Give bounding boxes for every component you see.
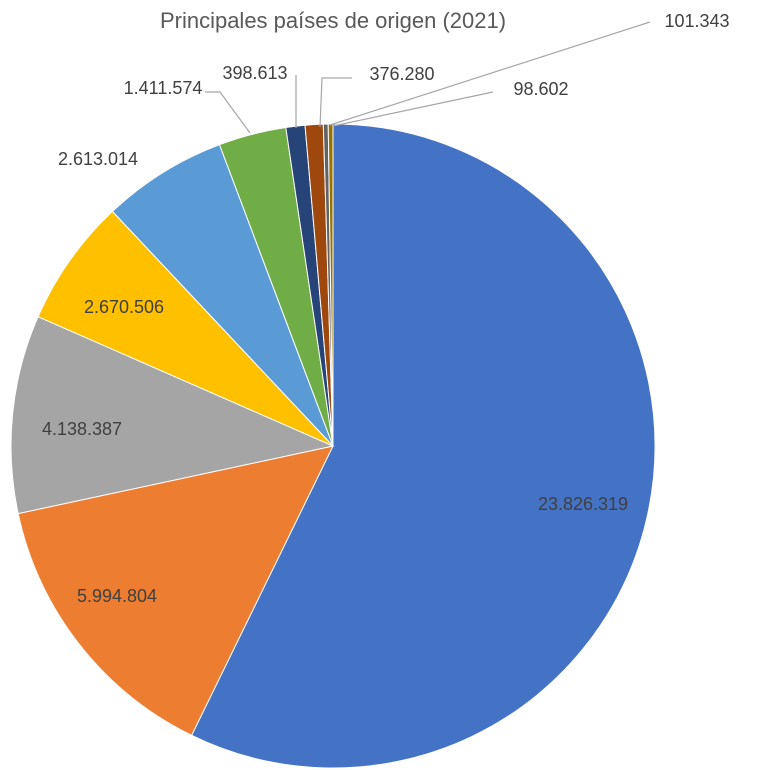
data-label: 2.613.014 bbox=[58, 149, 138, 169]
data-label: 398.613 bbox=[222, 63, 287, 83]
leader-line bbox=[329, 21, 651, 126]
pie-slice bbox=[111, 144, 334, 447]
pie-slice bbox=[17, 445, 334, 736]
data-label: 5.994.804 bbox=[77, 586, 157, 606]
data-label: 2.670.506 bbox=[84, 297, 164, 317]
data-label: 4.138.387 bbox=[42, 419, 122, 439]
pie-slice bbox=[190, 123, 656, 769]
leader-line bbox=[205, 91, 251, 134]
leader-line bbox=[332, 91, 494, 127]
data-label: 1.411.574 bbox=[124, 78, 203, 98]
leader-line bbox=[319, 77, 352, 128]
data-label: 23.826.319 bbox=[538, 494, 628, 514]
data-label: 376.280 bbox=[369, 64, 434, 84]
pie-slice bbox=[37, 210, 334, 447]
data-label: 98.602 bbox=[513, 79, 568, 99]
pie-slice bbox=[10, 316, 335, 515]
data-label: 101.343 bbox=[664, 11, 729, 31]
chart-title: Principales países de origen (2021) bbox=[160, 8, 506, 33]
